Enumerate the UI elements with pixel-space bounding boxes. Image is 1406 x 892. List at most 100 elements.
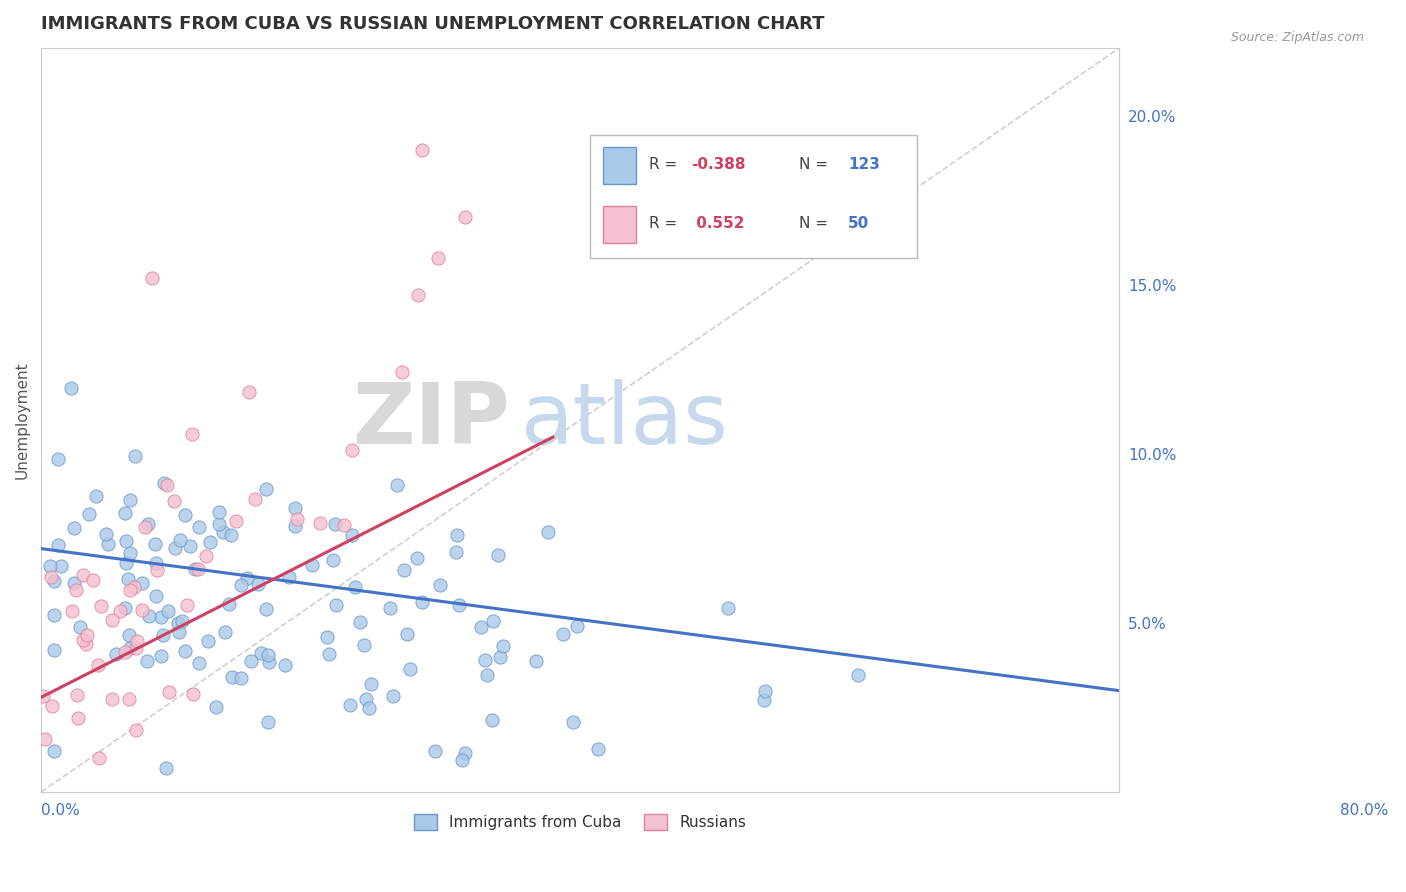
Point	[96, 526, 118, 541]
Text: IMMIGRANTS FROM CUBA VS RUSSIAN UNEMPLOYMENT CORRELATION CHART: IMMIGRANTS FROM CUBA VS RUSSIAN UNEMPLOY…	[41, 15, 824, 33]
Point	[754, 693, 776, 707]
Point	[486, 548, 509, 562]
Point	[357, 700, 380, 714]
Point	[141, 271, 163, 285]
Point	[588, 741, 610, 756]
Point	[69, 619, 91, 633]
Point	[427, 251, 450, 265]
Point	[349, 615, 371, 629]
Point	[118, 582, 141, 597]
Point	[231, 671, 253, 685]
Point	[212, 525, 235, 540]
Point	[274, 657, 297, 672]
Point	[231, 578, 253, 592]
Point	[195, 549, 218, 563]
Point	[179, 539, 201, 553]
Point	[173, 644, 195, 658]
Text: Source: ZipAtlas.com: Source: ZipAtlas.com	[1230, 31, 1364, 45]
Point	[454, 211, 477, 225]
Point	[188, 520, 211, 534]
Point	[181, 427, 204, 442]
Point	[42, 607, 65, 622]
Point	[117, 691, 139, 706]
Point	[553, 626, 575, 640]
Point	[254, 482, 277, 496]
Point	[118, 493, 141, 508]
Point	[34, 731, 56, 746]
Point	[492, 639, 515, 653]
Point	[118, 628, 141, 642]
Legend: Immigrants from Cuba, Russians: Immigrants from Cuba, Russians	[408, 808, 752, 837]
Text: 0.552: 0.552	[692, 216, 745, 231]
Point	[344, 581, 367, 595]
Point	[60, 381, 83, 395]
Point	[145, 589, 167, 603]
Point	[444, 545, 467, 559]
Point	[42, 643, 65, 657]
Point	[257, 714, 280, 729]
Point	[219, 528, 242, 542]
Point	[41, 698, 63, 713]
Point	[524, 654, 547, 668]
Point	[405, 550, 427, 565]
Point	[198, 534, 221, 549]
Point	[221, 669, 243, 683]
Point	[156, 478, 179, 492]
Point	[46, 538, 69, 552]
Point	[97, 536, 120, 550]
Point	[42, 744, 65, 758]
Point	[110, 604, 132, 618]
Point	[166, 615, 188, 630]
Point	[75, 636, 97, 650]
Point	[31, 689, 53, 703]
Point	[118, 546, 141, 560]
Point	[565, 619, 588, 633]
Point	[163, 494, 186, 508]
Point	[385, 478, 408, 492]
Text: R =: R =	[648, 216, 682, 231]
Point	[406, 288, 429, 302]
Point	[165, 541, 187, 555]
Point	[46, 451, 69, 466]
Point	[333, 518, 356, 533]
Point	[87, 751, 110, 765]
Point	[114, 533, 136, 548]
Point	[353, 638, 375, 652]
Point	[152, 628, 174, 642]
Point	[176, 599, 198, 613]
Point	[87, 657, 110, 672]
Point	[131, 603, 153, 617]
Point	[257, 655, 280, 669]
Point	[562, 715, 585, 730]
Point	[474, 653, 496, 667]
Point	[169, 533, 191, 547]
Point	[482, 615, 505, 629]
Point	[318, 647, 340, 661]
Text: N =: N =	[799, 216, 832, 231]
Point	[382, 689, 405, 703]
Point	[76, 628, 98, 642]
Point	[316, 630, 339, 644]
Point	[49, 559, 72, 574]
Y-axis label: Unemployment: Unemployment	[15, 361, 30, 479]
Point	[257, 648, 280, 662]
Point	[42, 574, 65, 588]
Point	[170, 615, 193, 629]
Point	[205, 700, 228, 714]
Point	[105, 648, 128, 662]
Point	[60, 603, 83, 617]
Point	[125, 723, 148, 737]
Point	[150, 649, 173, 664]
Point	[181, 687, 204, 701]
Point	[301, 558, 323, 572]
Point	[146, 563, 169, 577]
Point	[284, 501, 307, 516]
Point	[247, 577, 270, 591]
Point	[101, 692, 124, 706]
Point	[481, 713, 503, 727]
Point	[155, 761, 177, 775]
FancyBboxPatch shape	[591, 135, 917, 258]
Point	[138, 609, 160, 624]
Point	[411, 143, 433, 157]
Point	[325, 598, 347, 612]
